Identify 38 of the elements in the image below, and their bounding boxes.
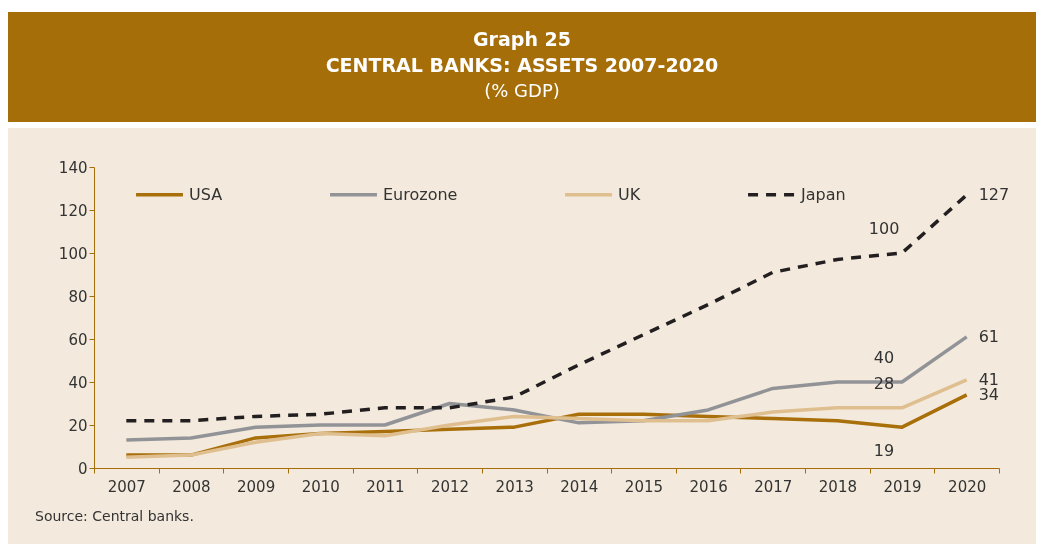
y-tick-label: 0 xyxy=(77,459,88,478)
x-tick-label: 2009 xyxy=(237,477,276,496)
x-tick-label: 2018 xyxy=(818,477,857,496)
x-tick-label: 2019 xyxy=(883,477,922,496)
legend-label: USA xyxy=(189,184,223,204)
x-tick-label: 2015 xyxy=(624,477,664,496)
y-tick-label: 140 xyxy=(58,158,88,177)
annotation: 28 xyxy=(873,373,895,393)
x-tick-label: 2011 xyxy=(366,477,405,496)
legend-label: Eurozone xyxy=(383,184,458,204)
legend-label: Japan xyxy=(800,184,846,204)
annotation: 127 xyxy=(978,184,1010,204)
annotation: 100 xyxy=(868,219,900,238)
x-tick-label: 2014 xyxy=(560,477,599,496)
source-note: Source: Central banks. xyxy=(35,508,194,524)
y-tick-label: 120 xyxy=(58,201,88,220)
x-tick-label: 2008 xyxy=(172,477,211,496)
x-tick-label: 2007 xyxy=(107,477,146,496)
annotation: 40 xyxy=(873,348,895,367)
x-tick-label: 2010 xyxy=(301,477,340,496)
chart-subtitle: CENTRAL BANKS: ASSETS 2007-2020 xyxy=(324,53,720,78)
y-tick-label: 60 xyxy=(68,330,88,349)
annotation: 19 xyxy=(873,441,895,461)
legend-label: UK xyxy=(618,184,641,204)
line-series xyxy=(124,335,969,442)
chart-title: Graph 25 xyxy=(472,27,572,52)
y-tick-label: 100 xyxy=(58,244,88,263)
y-axis-title: (% GDP) xyxy=(483,79,561,103)
x-tick-label: 2020 xyxy=(948,477,987,496)
y-tick-label: 40 xyxy=(68,373,88,392)
x-tick-label: 2016 xyxy=(689,477,728,496)
x-tick-label: 2017 xyxy=(754,477,793,496)
x-tick-label: 2013 xyxy=(495,477,534,496)
y-tick-label: 80 xyxy=(68,287,88,306)
x-tick-label: 2012 xyxy=(430,477,470,496)
y-tick-label: 20 xyxy=(68,416,88,435)
line-series xyxy=(124,378,969,459)
annotation: 61 xyxy=(978,326,1000,346)
